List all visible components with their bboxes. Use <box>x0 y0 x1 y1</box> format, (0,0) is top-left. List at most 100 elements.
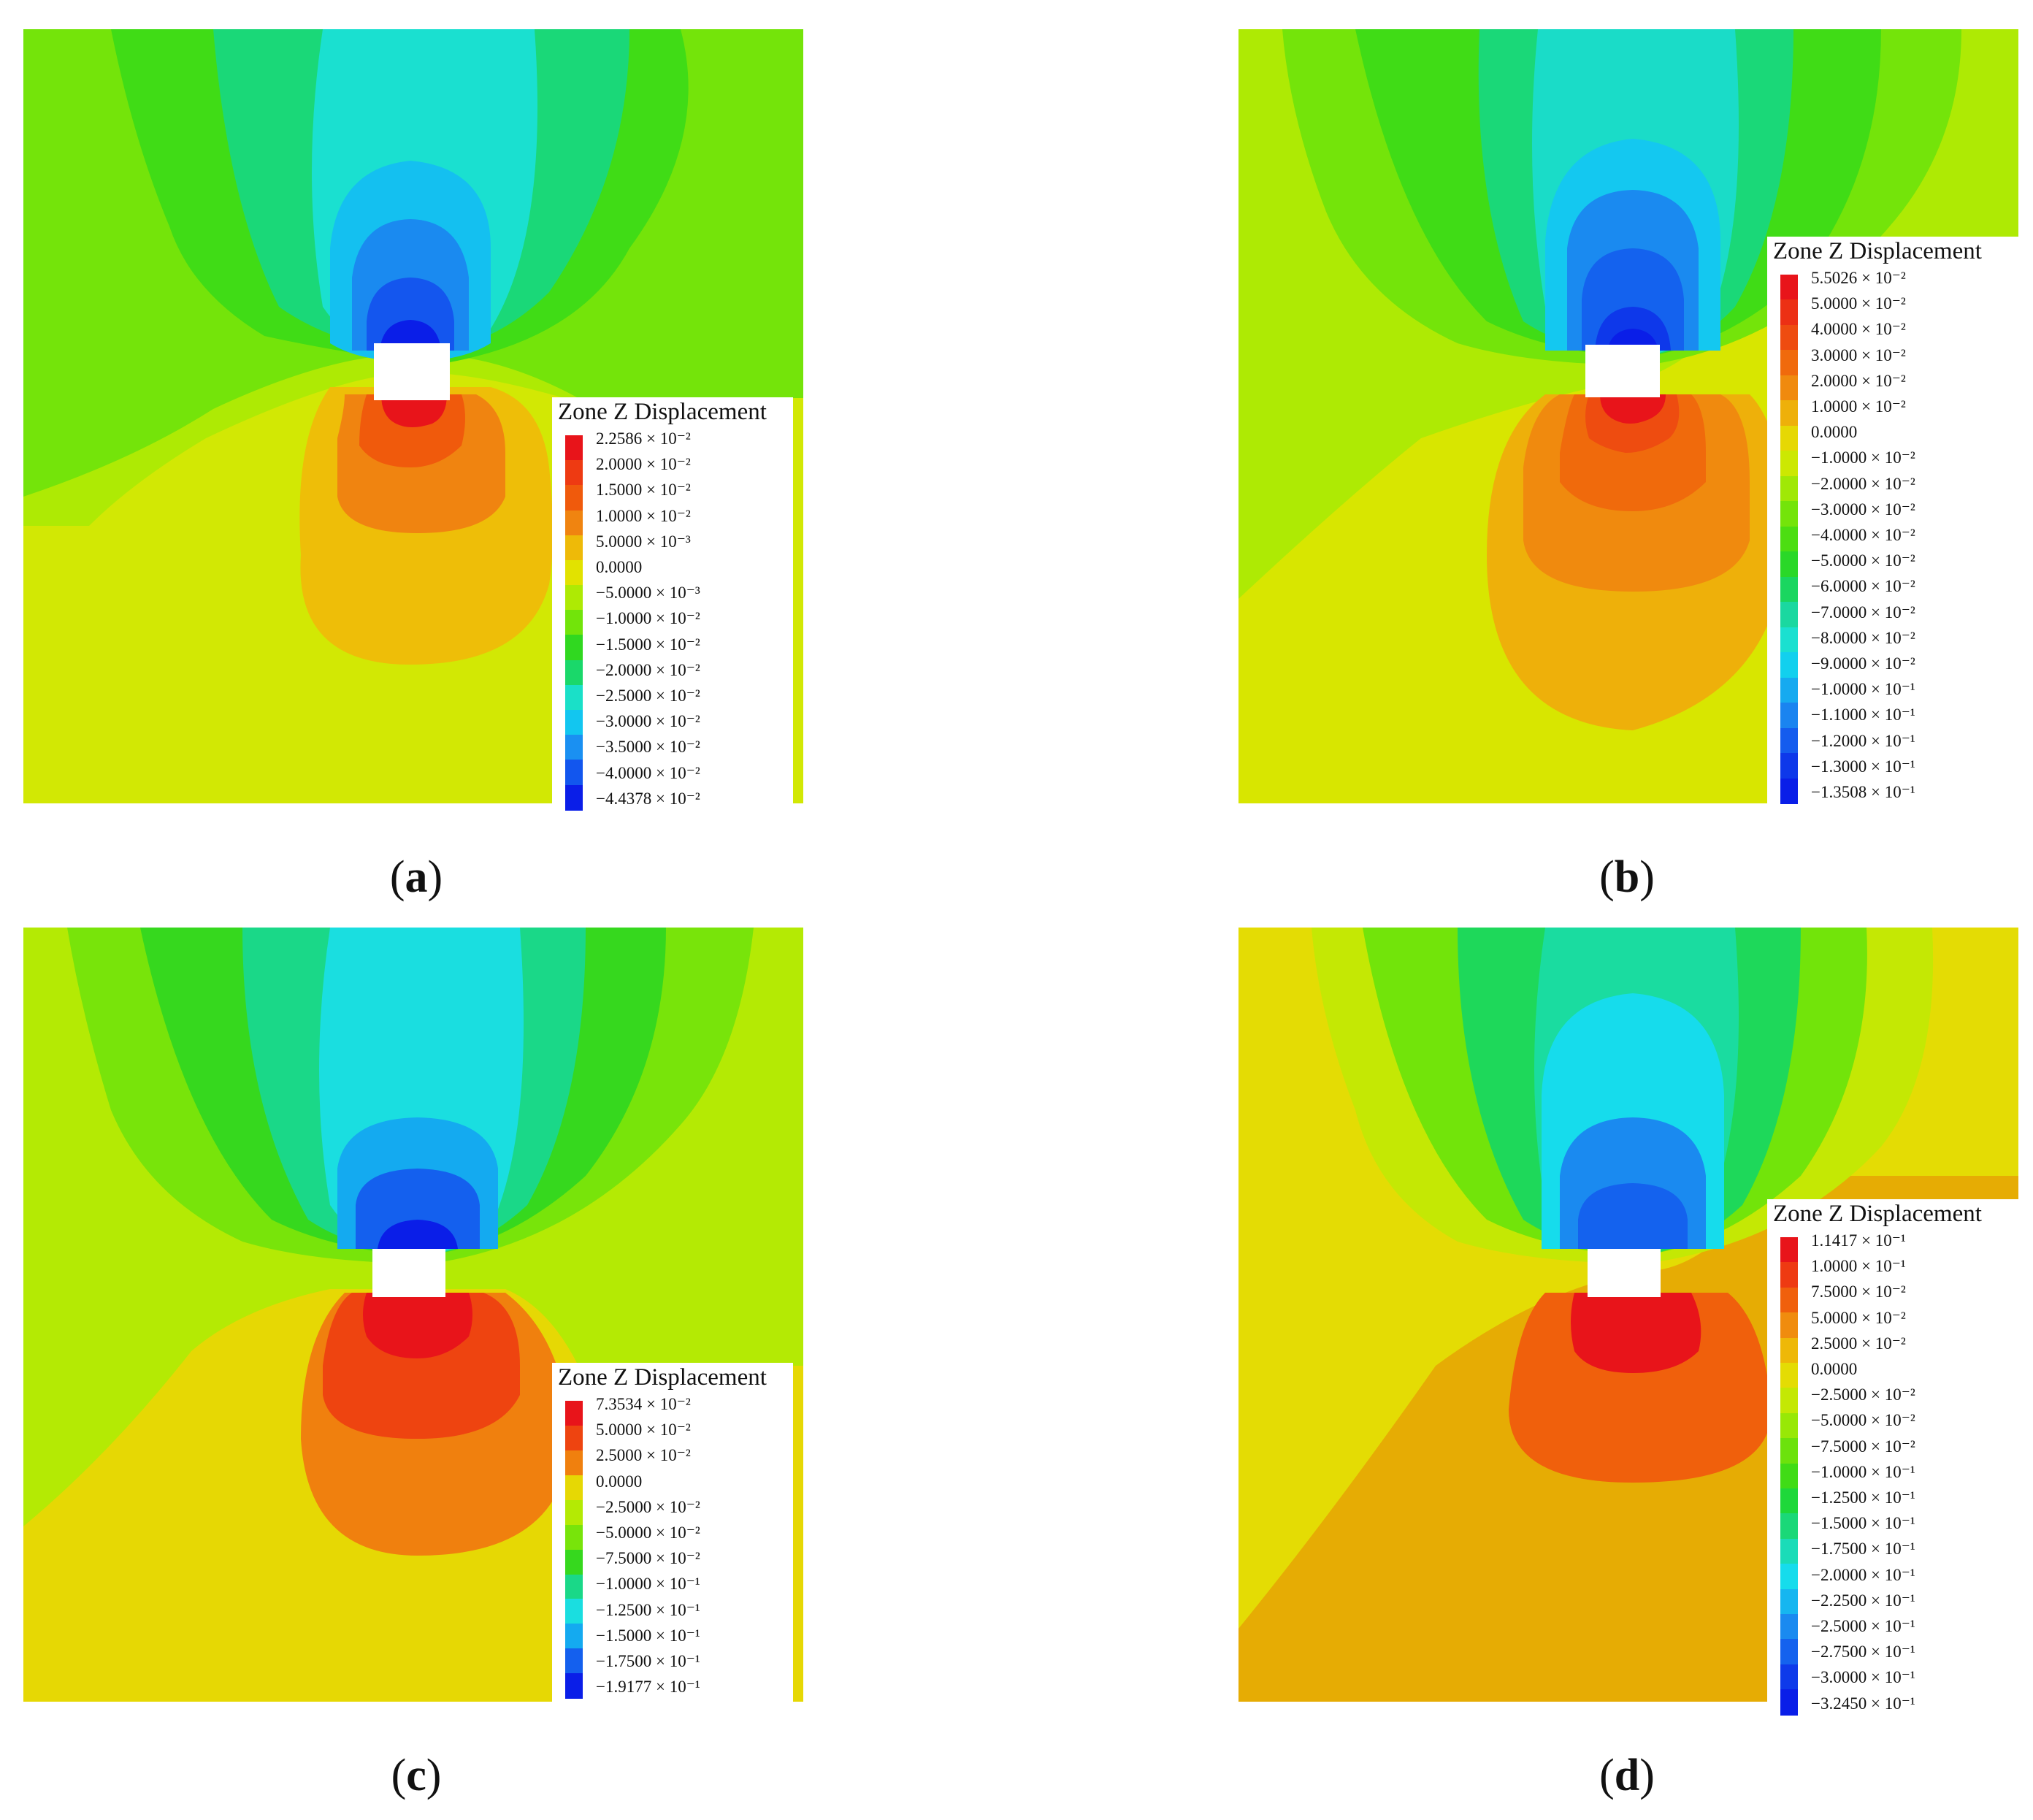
legend-swatch <box>565 1673 583 1699</box>
legend-swatch <box>565 535 583 561</box>
legend-tick-label: 5.0000 × 10⁻² <box>1811 1308 1906 1327</box>
legend-swatch <box>1780 1287 1798 1314</box>
panel-caption-letter: c <box>406 1751 426 1800</box>
legend-colorbar <box>1780 275 1798 804</box>
panel-caption-c: (c) <box>391 1751 442 1800</box>
legend-tick-label: −3.0000 × 10⁻¹ <box>1811 1668 1915 1687</box>
legend-tick-label: −1.5000 × 10⁻² <box>596 635 700 654</box>
legend-colorbar <box>565 435 583 811</box>
panel-caption-a: (a) <box>389 852 443 902</box>
legend-tick-label: −7.5000 × 10⁻² <box>596 1549 700 1568</box>
legend-swatch <box>1780 1237 1798 1263</box>
legend-title: Zone Z Displacement <box>1773 238 1982 264</box>
legend-swatch <box>565 1574 583 1600</box>
legend-tick-label: 5.0000 × 10⁻² <box>1811 294 1906 313</box>
legend-swatch <box>565 710 583 736</box>
legend-swatch <box>1780 1513 1798 1540</box>
legend-swatch <box>565 1549 583 1575</box>
legend-tick-label: −7.0000 × 10⁻² <box>1811 603 1915 622</box>
legend-swatch <box>1780 501 1798 527</box>
legend-tick-label: 4.0000 × 10⁻² <box>1811 320 1906 339</box>
legend-tick-label: −3.0000 × 10⁻² <box>1811 500 1915 519</box>
legend-tick-label: −2.5000 × 10⁻² <box>596 687 700 705</box>
legend-swatch <box>1780 299 1798 326</box>
legend-title: Zone Z Displacement <box>1773 1201 1982 1227</box>
legend-tick-label: −1.2500 × 10⁻¹ <box>1811 1488 1915 1507</box>
legend-swatch <box>1780 778 1798 804</box>
tunnel-opening <box>1585 345 1660 397</box>
legend-swatch <box>1780 727 1798 754</box>
legend-swatch <box>1780 1488 1798 1515</box>
legend-swatch <box>1780 1262 1798 1288</box>
contour-band <box>356 1169 480 1249</box>
legend-swatch <box>1780 677 1798 704</box>
legend-swatch <box>1780 400 1798 427</box>
legend-swatch <box>1780 1337 1798 1364</box>
legend-tick-label: −4.0000 × 10⁻² <box>596 763 700 782</box>
legend-swatch <box>565 659 583 686</box>
legend-swatch <box>1780 275 1798 301</box>
legend-tick-label: −2.2500 × 10⁻¹ <box>1811 1591 1915 1610</box>
legend-tick-label: −1.3000 × 10⁻¹ <box>1811 757 1915 776</box>
legend-tick-label: −1.2500 × 10⁻¹ <box>596 1600 700 1619</box>
legend-tick-label: −4.4378 × 10⁻² <box>596 789 700 808</box>
legend-swatch <box>1780 1312 1798 1339</box>
legend-tick-label: 7.5000 × 10⁻² <box>1811 1282 1906 1301</box>
legend-tick-label: −1.0000 × 10⁻² <box>596 609 700 628</box>
legend-title: Zone Z Displacement <box>558 399 767 425</box>
legend-tick-label: −9.0000 × 10⁻² <box>1811 654 1915 673</box>
legend-tick-label: −1.1000 × 10⁻¹ <box>1811 706 1915 724</box>
legend-tick-label: 2.5000 × 10⁻² <box>1811 1334 1906 1353</box>
legend-swatch <box>1780 324 1798 351</box>
legend-swatch <box>565 435 583 462</box>
legend-b: Zone Z Displacement 5.5026 × 10⁻² 5.0000 … <box>1767 237 2018 814</box>
legend-swatch <box>1780 1538 1798 1565</box>
legend-swatch <box>1780 576 1798 603</box>
legend-swatch <box>565 460 583 486</box>
contour-band <box>378 1220 458 1249</box>
legend-swatch <box>565 635 583 661</box>
contour-band <box>381 394 447 427</box>
legend-tick-label: −1.7500 × 10⁻¹ <box>596 1652 700 1670</box>
legend-tick-label: −2.5000 × 10⁻² <box>1811 1385 1915 1404</box>
legend-tick-label: −2.5000 × 10⁻¹ <box>1811 1617 1915 1635</box>
legend-tick-label: 5.0000 × 10⁻³ <box>596 532 691 551</box>
legend-swatch <box>565 684 583 711</box>
legend-swatch <box>1780 1388 1798 1414</box>
tunnel-opening <box>372 1249 445 1297</box>
legend-swatch <box>565 1450 583 1476</box>
legend-tick-label: 5.0000 × 10⁻² <box>596 1421 691 1439</box>
contour-band <box>1600 394 1666 424</box>
legend-tick-label: −1.5000 × 10⁻¹ <box>1811 1514 1915 1533</box>
legend-tick-label: −8.0000 × 10⁻² <box>1811 628 1915 647</box>
legend-swatch <box>1780 375 1798 402</box>
legend-swatch <box>1780 703 1798 729</box>
legend-swatch <box>565 610 583 636</box>
legend-tick-label: 2.0000 × 10⁻² <box>596 455 691 474</box>
legend-tick-label: −1.5000 × 10⁻¹ <box>596 1626 700 1645</box>
legend-tick-label: 0.0000 <box>596 1472 643 1491</box>
legend-a: Zone Z Displacement 2.2586 × 10⁻² 2.0000 … <box>552 397 793 811</box>
legend-swatch <box>565 1524 583 1551</box>
legend-tick-label: −4.0000 × 10⁻² <box>1811 526 1915 544</box>
legend-swatch <box>565 559 583 586</box>
legend-c: Zone Z Displacement 7.3534 × 10⁻² 5.0000 … <box>552 1363 793 1709</box>
legend-swatch <box>565 1401 583 1426</box>
legend-tick-label: 2.2586 × 10⁻² <box>596 429 691 448</box>
legend-tick-label: −5.0000 × 10⁻² <box>1811 551 1915 570</box>
legend-tick-label: −3.5000 × 10⁻² <box>596 738 700 757</box>
legend-swatch <box>1780 1564 1798 1590</box>
panel-caption-d: (d) <box>1599 1751 1655 1800</box>
legend-swatch <box>565 735 583 761</box>
legend-tick-label: 2.5000 × 10⁻² <box>596 1446 691 1465</box>
legend-tick-label: 0.0000 <box>1811 423 1858 442</box>
legend-swatch <box>1780 1463 1798 1489</box>
legend-swatch <box>565 1499 583 1526</box>
legend-swatch <box>565 1425 583 1451</box>
legend-colorbar <box>1780 1237 1798 1716</box>
legend-tick-label: −5.0000 × 10⁻³ <box>596 584 700 603</box>
legend-tick-label: −2.7500 × 10⁻¹ <box>1811 1643 1915 1662</box>
legend-tick-label: −1.0000 × 10⁻¹ <box>1811 680 1915 699</box>
legend-tick-label: −2.0000 × 10⁻¹ <box>1811 1565 1915 1584</box>
legend-swatch <box>565 585 583 611</box>
